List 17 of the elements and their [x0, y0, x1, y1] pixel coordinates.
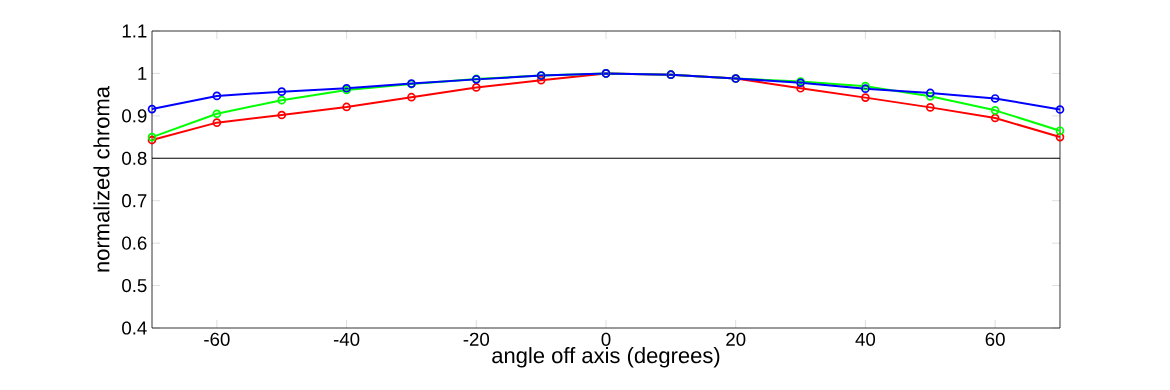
- x-tick-label: 40: [855, 332, 876, 346]
- y-tick-label: 0.4: [122, 321, 147, 335]
- x-tick-label: -20: [463, 332, 490, 346]
- y-axis-title: normalized chroma: [93, 86, 110, 272]
- x-tick-label: 60: [985, 332, 1005, 346]
- y-tick-label: 0.9: [122, 109, 147, 123]
- y-tick-label: 0.7: [122, 194, 147, 208]
- x-axis-title: angle off axis (degrees): [492, 347, 720, 368]
- y-tick-label: 1: [138, 67, 147, 80]
- y-tick-label: 0.8: [122, 151, 147, 165]
- x-tick-label: -60: [204, 332, 230, 346]
- y-tick-label: 0.6: [122, 236, 147, 250]
- x-tick-label: -40: [333, 332, 360, 346]
- y-tick-label: 1.1: [122, 24, 147, 38]
- y-tick-label: 0.5: [122, 278, 147, 293]
- x-tick-label: 20: [726, 332, 746, 346]
- x-tick-label: 0: [601, 332, 611, 346]
